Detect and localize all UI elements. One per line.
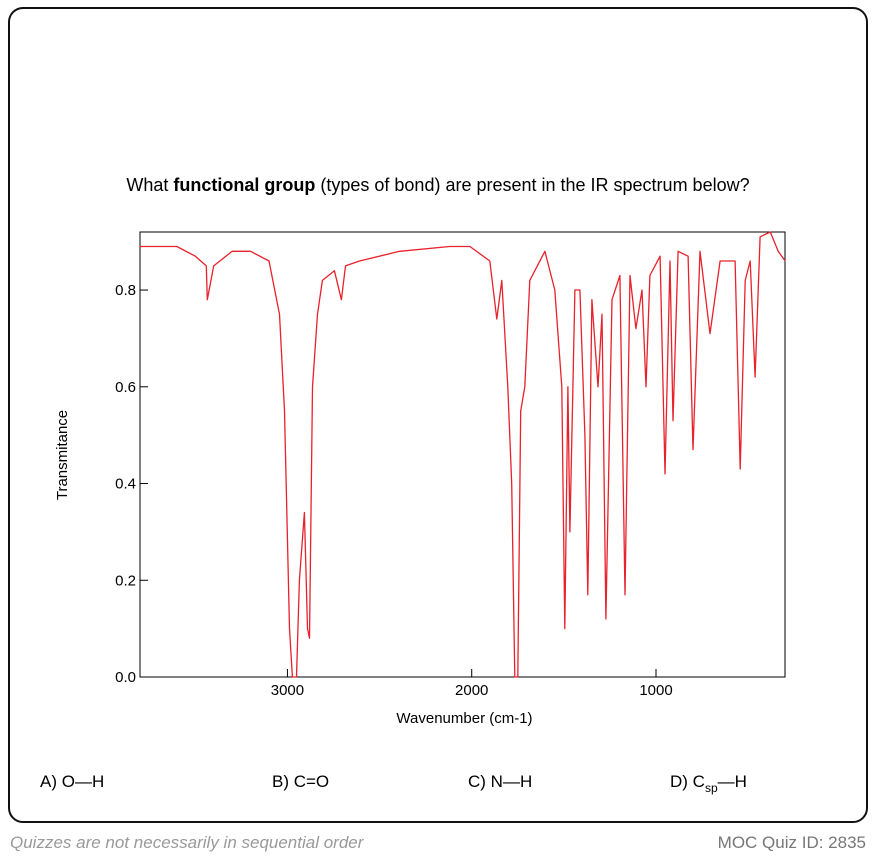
spectrum-line xyxy=(139,231,786,678)
quiz-card xyxy=(8,7,868,823)
x-tick-label: 2000 xyxy=(455,682,488,699)
chart: 0.0 0.2 0.4 0.6 0.8 3000 2000 1000 Wavenumber (c… xyxy=(54,231,786,727)
y-tick-label: 0.2 xyxy=(115,572,136,589)
option[interactable]: A) O—H xyxy=(40,772,104,791)
y-axis-label: Transmitance xyxy=(54,410,71,500)
question-text: (types of bond) are present in the IR sp… xyxy=(315,175,749,195)
y-tick-label: 0.8 xyxy=(115,282,136,299)
quiz-id: MOC Quiz ID: 2835 xyxy=(718,833,866,852)
footer-note: Quizzes are not necessarily in sequentia… xyxy=(10,833,365,852)
y-tick-label: 0.0 xyxy=(115,669,136,686)
y-tick-label: 0.4 xyxy=(115,476,136,493)
plot-frame xyxy=(139,231,786,678)
question-bold: functional group xyxy=(173,175,315,195)
option-text: —H xyxy=(718,772,747,791)
question: What functional group (types of bond) ar… xyxy=(126,175,749,195)
y-tick-label: 0.6 xyxy=(115,379,136,396)
x-axis-label: Wavenumber (cm-1) xyxy=(396,710,532,727)
x-tick-label: 3000 xyxy=(271,682,304,699)
option[interactable]: B) C=O xyxy=(272,772,329,791)
option-subscript: sp xyxy=(705,781,718,795)
question-text: What xyxy=(126,175,173,195)
option[interactable]: D) Csp—H xyxy=(670,772,747,795)
option[interactable]: C) N—H xyxy=(468,772,532,791)
x-tick-label: 1000 xyxy=(639,682,672,699)
option-text: D) C xyxy=(670,772,705,791)
